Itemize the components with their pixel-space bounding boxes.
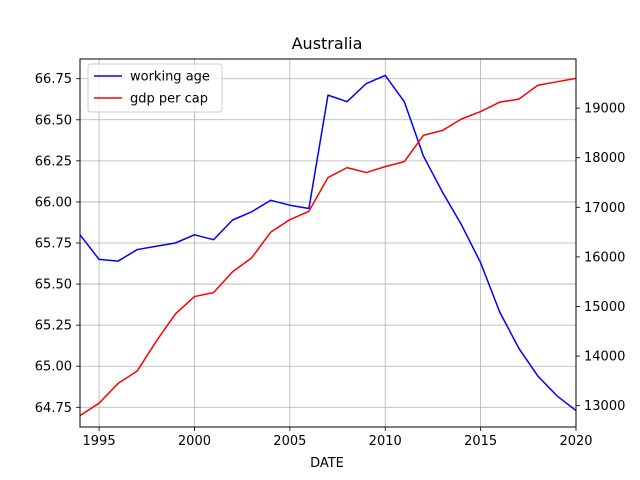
series-line-working-age: [79, 74, 577, 412]
x-axis: 1995 2000 2005 2010 2015 2020: [83, 427, 593, 449]
y-left-tick-label: 66.50: [35, 113, 72, 128]
y-left-tick-label: 65.25: [35, 319, 72, 334]
y-left-tick-label: 64.75: [35, 401, 72, 416]
y-right-tick-label: 16000: [584, 250, 625, 265]
y-right-tick-label: 15000: [584, 300, 625, 315]
x-tick-label: 2005: [273, 434, 306, 449]
x-tick-label: 1995: [83, 434, 116, 449]
y-left-tick-label: 66.25: [35, 154, 72, 169]
legend-label-gdp-per-cap: gdp per cap: [130, 92, 208, 107]
legend: working age gdp per cap: [87, 63, 223, 113]
x-tick-label: 2020: [559, 434, 592, 449]
series-lines: [79, 74, 577, 417]
series-line-gdp-per-cap: [79, 77, 577, 417]
y-right-tick-label: 18000: [584, 151, 625, 166]
y-right-tick-label: 13000: [584, 399, 625, 414]
y-axis-right: 13000 14000 15000 16000 17000 18000 19000: [576, 102, 625, 414]
y-left-tick-label: 66.75: [35, 72, 72, 87]
x-tick-label: 2015: [464, 434, 497, 449]
y-left-tick-label: 65.00: [35, 360, 72, 375]
y-right-tick-label: 19000: [584, 102, 625, 117]
grid: [80, 59, 577, 427]
y-right-tick-label: 17000: [584, 201, 625, 216]
y-right-tick-label: 14000: [584, 350, 625, 365]
x-axis-title: DATE: [310, 456, 344, 471]
legend-label-working-age: working age: [130, 70, 210, 85]
x-tick-label: 2000: [178, 434, 211, 449]
chart-title: Australia: [292, 34, 363, 53]
y-left-tick-label: 65.50: [35, 278, 72, 293]
x-tick-label: 2010: [369, 434, 402, 449]
y-left-tick-label: 66.00: [35, 195, 72, 210]
y-left-tick-label: 65.75: [35, 237, 72, 252]
y-axis-left: 64.75 65.00 65.25 65.50 65.75 66.00 66.25 66.50…: [35, 72, 80, 416]
